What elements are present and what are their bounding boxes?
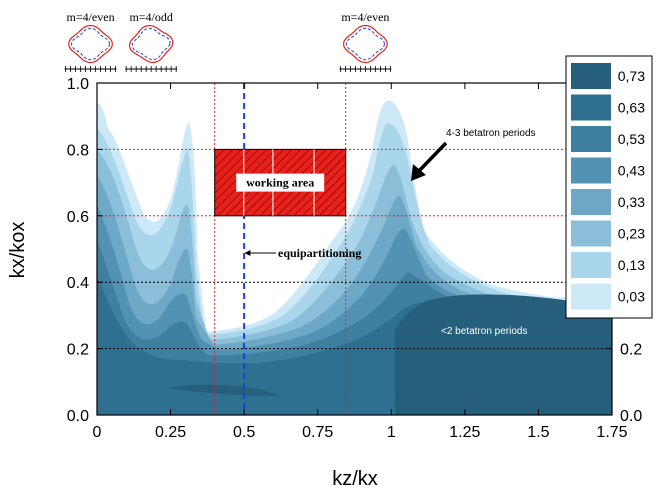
right-y-tick-label: 0.2 (620, 342, 642, 359)
legend-label: 0,63 (618, 100, 645, 116)
x-tick-label: 1.25 (449, 424, 480, 441)
x-tick-label: 0.25 (155, 424, 186, 441)
working-area-label: working area (246, 176, 314, 190)
equipartitioning-annotation: equipartitioning (245, 246, 361, 260)
y-tick-label: 0.8 (67, 142, 89, 159)
periods-43-annotation: 4-3 betatron periods (411, 128, 536, 181)
x-axis-title: kz/kx (332, 468, 378, 490)
y-tick-label: 0.0 (67, 408, 89, 425)
legend-label: 0,13 (618, 257, 645, 273)
right-y-tick-label: 0.0 (620, 408, 642, 425)
x-tick-label: 1.75 (596, 424, 627, 441)
legend-swatch (571, 63, 611, 89)
legend-swatch (571, 252, 611, 278)
legend-swatch (571, 189, 611, 215)
legend-label: 0,73 (618, 68, 645, 84)
legend-swatch (571, 221, 611, 247)
legend-label: 0,53 (618, 131, 645, 147)
top-axis-ticks (97, 83, 612, 89)
working-area-box: working area (215, 149, 346, 215)
legend-swatch (571, 126, 611, 152)
legend-swatch (571, 158, 611, 184)
mode-shape-2: m=4/even (339, 10, 391, 72)
x-tick-label: 0.75 (302, 424, 333, 441)
mode-shape-label: m=4/even (66, 10, 114, 24)
y-tick-label: 1.0 (67, 76, 89, 93)
y-axis-title: kx/kox (7, 222, 29, 279)
legend-label: 0,03 (618, 289, 645, 305)
legend: 0,73 0,63 0,53 0,43 0,33 0,23 0,13 0,03 (566, 56, 652, 318)
legend-swatch (571, 95, 611, 121)
y-tick-label: 0.2 (67, 342, 89, 359)
x-tick-label: 1.5 (527, 424, 549, 441)
legend-label: 0,33 (618, 194, 645, 210)
mode-shape-1: m=4/odd (125, 10, 177, 72)
mode-shape-label: m=4/odd (129, 10, 172, 24)
periods-43-label: 4-3 betatron periods (446, 128, 536, 139)
x-tick-label: 0.5 (233, 424, 255, 441)
legend-swatch (571, 284, 611, 310)
mode-shape-0: m=4/even (65, 10, 117, 72)
periods-2-label: <2 betatron periods (441, 326, 527, 337)
y-tick-label: 0.4 (67, 275, 89, 292)
legend-label: 0,43 (618, 163, 645, 179)
mode-shape-label: m=4/even (341, 10, 389, 24)
mode-shapes: m=4/even m=4/odd m=4/even (65, 10, 392, 72)
x-tick-label: 1 (387, 424, 396, 441)
x-tick-label: 0 (93, 424, 102, 441)
equipartitioning-label: equipartitioning (278, 246, 361, 260)
legend-label: 0,23 (618, 226, 645, 242)
y-tick-label: 0.6 (67, 209, 89, 226)
